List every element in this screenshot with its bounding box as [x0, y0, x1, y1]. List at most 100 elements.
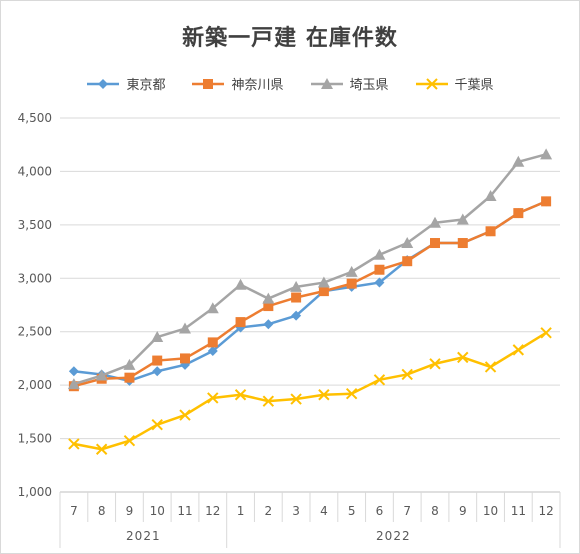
data-point — [207, 345, 218, 356]
data-point — [317, 276, 330, 288]
x-tick-label: 4 — [320, 504, 328, 518]
y-tick-label: 1,000 — [18, 485, 52, 499]
legend-swatch — [192, 78, 225, 89]
x-tick-label: 5 — [348, 504, 356, 518]
year-label: 2022 — [376, 529, 411, 543]
chart-title: 新築一戸建 在庫件数 — [182, 26, 398, 51]
data-point — [429, 216, 441, 228]
y-tick-label: 3,000 — [18, 271, 52, 285]
x-tick-label: 1 — [237, 504, 245, 518]
x-tick-label: 3 — [292, 504, 300, 518]
legend-item: 神奈川県 — [191, 74, 284, 93]
data-point — [374, 277, 385, 288]
series-line — [73, 153, 547, 386]
y-tick-label: 2,000 — [18, 378, 52, 392]
legend-swatch — [87, 78, 120, 89]
data-point — [206, 302, 219, 314]
data-point — [540, 148, 553, 160]
data-point — [484, 361, 497, 373]
legend-label: 神奈川県 — [231, 78, 284, 93]
legend-label: 千葉県 — [454, 78, 494, 93]
data-point — [179, 322, 191, 334]
data-point — [263, 301, 274, 312]
data-point — [290, 393, 302, 405]
x-tick-label: 6 — [376, 504, 384, 518]
data-point — [512, 344, 525, 356]
data-point — [234, 278, 247, 290]
legend-label: 東京都 — [126, 78, 166, 93]
data-point — [151, 331, 164, 343]
y-tick-label: 4,500 — [18, 111, 52, 125]
data-point — [179, 409, 191, 421]
x-tick-label: 2 — [265, 504, 273, 518]
data-point — [373, 374, 386, 386]
data-point — [402, 256, 413, 267]
x-tick-label: 10 — [150, 504, 165, 518]
series-line — [73, 200, 547, 388]
x-tick-label: 8 — [98, 504, 106, 518]
data-point — [95, 369, 108, 381]
legend: 東京都 神奈川県 埼玉県 千葉県 — [0, 74, 580, 93]
data-point — [151, 418, 163, 431]
data-point — [207, 392, 219, 404]
data-point — [262, 395, 275, 407]
data-point — [318, 286, 329, 297]
x-tick-label: 7 — [403, 504, 411, 518]
data-point — [234, 389, 247, 401]
data-point — [457, 238, 468, 249]
data-point — [262, 292, 275, 304]
x-tick-label: 11 — [511, 504, 526, 518]
data-point — [373, 248, 386, 260]
data-point — [540, 327, 552, 339]
data-point — [180, 353, 190, 364]
data-point — [235, 317, 246, 328]
data-point — [123, 358, 136, 370]
data-point — [484, 190, 497, 202]
data-point — [346, 278, 357, 289]
data-point — [456, 213, 469, 225]
data-point — [318, 389, 330, 401]
data-point — [512, 155, 525, 167]
data-point — [401, 368, 413, 381]
x-tick-label: 9 — [459, 504, 467, 518]
data-point — [374, 264, 385, 275]
legend-item: 千葉県 — [415, 74, 494, 93]
data-point — [207, 337, 218, 348]
data-point — [68, 366, 79, 377]
data-point — [123, 435, 136, 447]
x-tick-label: 12 — [205, 504, 220, 518]
x-tick-label: 7 — [70, 504, 78, 518]
legend-item: 東京都 — [86, 74, 165, 93]
data-point — [457, 351, 469, 364]
data-point — [67, 378, 80, 390]
data-point — [345, 387, 358, 400]
data-point — [430, 238, 440, 249]
data-point — [541, 196, 552, 207]
series-line — [73, 331, 547, 451]
data-point — [95, 443, 108, 455]
data-point — [152, 366, 163, 377]
data-point — [263, 319, 274, 330]
y-tick-label: 2,500 — [18, 325, 52, 339]
data-point — [429, 358, 441, 370]
legend-label: 埼玉県 — [349, 78, 389, 93]
x-tick-label: 10 — [483, 504, 498, 518]
data-point — [291, 310, 302, 321]
data-point — [291, 292, 302, 303]
x-tick-label: 12 — [538, 504, 553, 518]
y-tick-label: 4,000 — [18, 164, 52, 178]
legend-swatch — [310, 77, 343, 89]
data-point — [401, 237, 414, 249]
data-point — [513, 208, 524, 219]
data-point — [345, 265, 358, 277]
year-label: 2021 — [126, 529, 161, 543]
data-point — [290, 280, 303, 292]
legend-swatch — [415, 77, 448, 90]
data-point — [485, 226, 496, 237]
x-tick-label: 11 — [177, 504, 192, 518]
x-tick-label: 9 — [126, 504, 134, 518]
y-tick-label: 1,500 — [18, 432, 52, 446]
data-point — [152, 355, 163, 366]
